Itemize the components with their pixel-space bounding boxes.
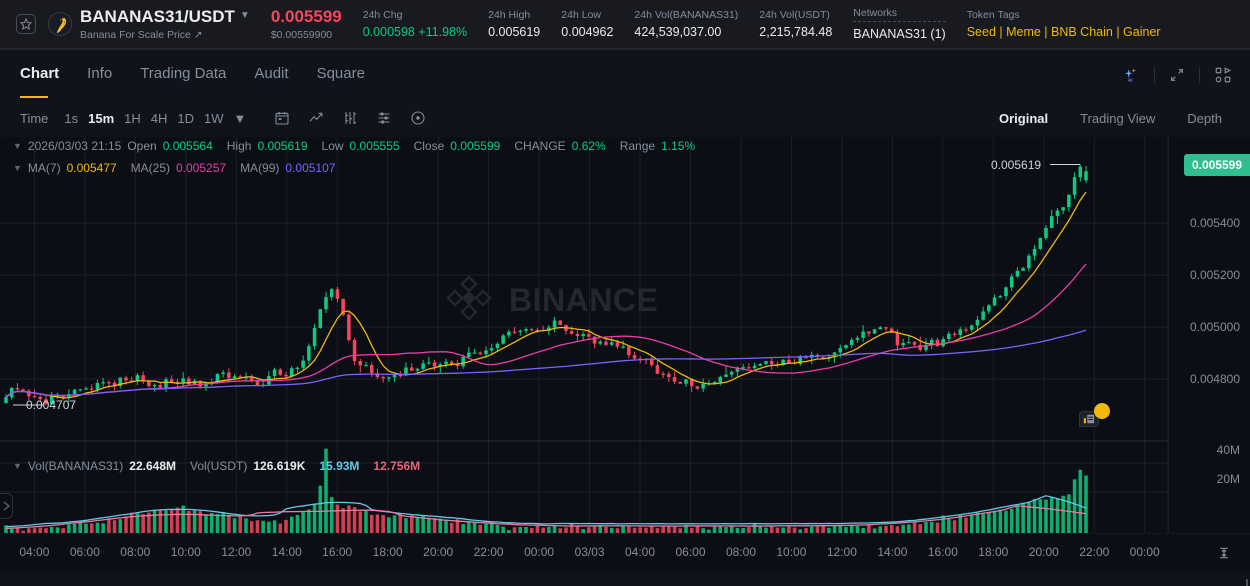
svg-text:AI: AI xyxy=(1128,77,1133,82)
svg-text:BINANCE: BINANCE xyxy=(509,282,658,318)
